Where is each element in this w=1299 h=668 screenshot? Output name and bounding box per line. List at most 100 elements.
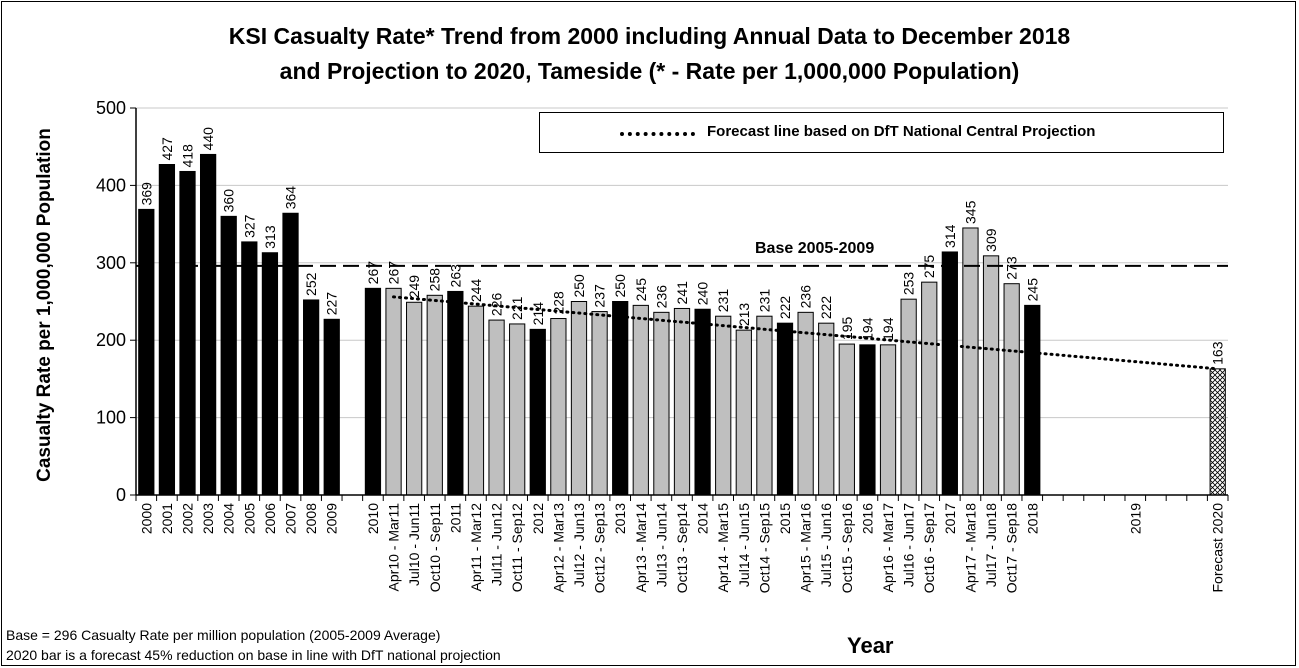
- x-tick-label: 2016: [859, 503, 875, 534]
- bar: [467, 305, 485, 496]
- x-tick-label: 2004: [221, 503, 237, 534]
- y-tick-label: 0: [116, 485, 126, 505]
- bar: [1209, 368, 1226, 496]
- bar-value-label: 364: [283, 186, 299, 210]
- bar: [138, 208, 155, 496]
- bar: [323, 318, 340, 496]
- x-tick-label: 2009: [324, 503, 340, 534]
- x-tick-label: 2002: [180, 503, 196, 534]
- bar-value-label: 327: [241, 214, 257, 238]
- bar-value-label: 231: [715, 289, 731, 313]
- bar-value-label: 314: [942, 224, 958, 248]
- bar: [818, 322, 835, 496]
- bar-value-label: 360: [221, 189, 237, 213]
- bar: [488, 319, 505, 496]
- y-tick-label: 100: [96, 408, 126, 428]
- bar: [1003, 283, 1020, 496]
- bar-value-label: 228: [550, 291, 566, 315]
- legend-label: Forecast line based on DfT National Cent…: [707, 123, 1096, 140]
- bar: [900, 298, 917, 496]
- bar: [447, 290, 464, 496]
- bar: [385, 287, 402, 496]
- bar: [797, 311, 814, 496]
- bar: [220, 215, 237, 496]
- bar: [673, 307, 691, 496]
- x-tick-label: Oct12 - Sep13: [592, 503, 608, 593]
- x-tick-label: 2007: [283, 503, 299, 534]
- bar: [694, 308, 711, 496]
- bar: [261, 252, 279, 496]
- bar: [158, 164, 176, 496]
- bar-value-label: 236: [653, 285, 669, 309]
- x-tick-label: 2000: [138, 503, 154, 534]
- x-tick-label: Jul12 - Jun13: [571, 503, 587, 587]
- x-tick-label: Jul15 - Jun16: [818, 503, 834, 587]
- bar-value-label: 369: [138, 182, 154, 206]
- bar: [199, 153, 217, 496]
- x-tick-label: Jul17 - Jun18: [983, 503, 999, 587]
- bar-value-label: 236: [798, 285, 814, 309]
- bar: [591, 311, 608, 496]
- x-tick-label: Oct17 - Sep18: [1004, 503, 1020, 593]
- bar: [303, 299, 320, 496]
- bar: [735, 329, 752, 496]
- bar: [570, 301, 588, 496]
- bar-value-label: 240: [695, 282, 711, 306]
- x-tick-label: Jul16 - Jun17: [901, 503, 917, 587]
- x-tick-label: 2006: [262, 503, 278, 534]
- x-tick-label: Oct14 - Sep15: [756, 503, 772, 593]
- x-tick-label: 2015: [777, 503, 793, 534]
- bar-value-label: 222: [777, 296, 793, 320]
- bar-value-label: 258: [427, 268, 443, 292]
- x-tick-label: Apr14 - Mar15: [715, 503, 731, 593]
- x-tick-label: Oct15 - Sep16: [839, 503, 855, 593]
- x-tick-label: Oct13 - Sep14: [674, 503, 690, 593]
- bar-value-label: 267: [386, 261, 402, 285]
- x-tick-label: Jul11 - Jun12: [489, 503, 505, 586]
- x-tick-label: 2005: [241, 503, 257, 534]
- x-tick-label: Apr10 - Mar11: [386, 503, 402, 592]
- x-tick-label: Apr16 - Mar17: [880, 503, 896, 593]
- y-tick-label: 300: [96, 253, 126, 273]
- bar-value-label: 440: [200, 127, 216, 151]
- bar: [653, 311, 670, 496]
- footnote-base: Base = 296 Casualty Rate per million pop…: [6, 627, 441, 643]
- bar: [941, 251, 958, 496]
- bar: [282, 212, 299, 496]
- bar: [550, 318, 567, 496]
- legend-dotted-line-swatch: [620, 132, 695, 136]
- bar: [921, 281, 938, 496]
- bar-value-label: 231: [756, 289, 772, 313]
- bar-value-label: 313: [262, 225, 278, 249]
- bar-value-label: 241: [674, 281, 690, 305]
- x-tick-label: 2019: [1127, 503, 1143, 534]
- x-tick-label: Apr11 - Mar12: [468, 503, 484, 592]
- bar-value-label: 214: [530, 302, 546, 326]
- x-tick-label: Oct11 - Sep12: [509, 503, 525, 592]
- x-tick-label: 2013: [612, 503, 628, 534]
- bar-value-label: 250: [571, 274, 587, 298]
- bar: [406, 301, 423, 496]
- bar-value-label: 194: [859, 317, 875, 341]
- bar-value-label: 309: [983, 228, 999, 252]
- bar: [426, 294, 443, 496]
- footnote-forecast: 2020 bar is a forecast 45% reduction on …: [6, 647, 501, 663]
- bar-value-label: 250: [612, 274, 628, 298]
- y-axis-label: Casualty Rate per 1,000,000 Population: [34, 128, 55, 482]
- bar: [962, 227, 979, 496]
- bar-value-label: 221: [509, 296, 525, 320]
- bar-value-label: 244: [468, 279, 484, 303]
- x-tick-label: Oct16 - Sep17: [921, 503, 937, 593]
- chart-title-line-1: KSI Casualty Rate* Trend from 2000 inclu…: [228, 23, 1071, 49]
- bar-value-label: 213: [736, 303, 752, 327]
- bar: [509, 323, 526, 496]
- bar-value-label: 195: [839, 316, 855, 340]
- x-tick-label: 2001: [159, 503, 175, 534]
- bar-value-label: 222: [818, 296, 834, 320]
- bar: [364, 287, 382, 496]
- x-tick-label: 2010: [365, 503, 381, 534]
- bar: [179, 170, 196, 496]
- bar: [241, 241, 258, 496]
- x-tick-label: Apr12 - Mar13: [550, 503, 566, 593]
